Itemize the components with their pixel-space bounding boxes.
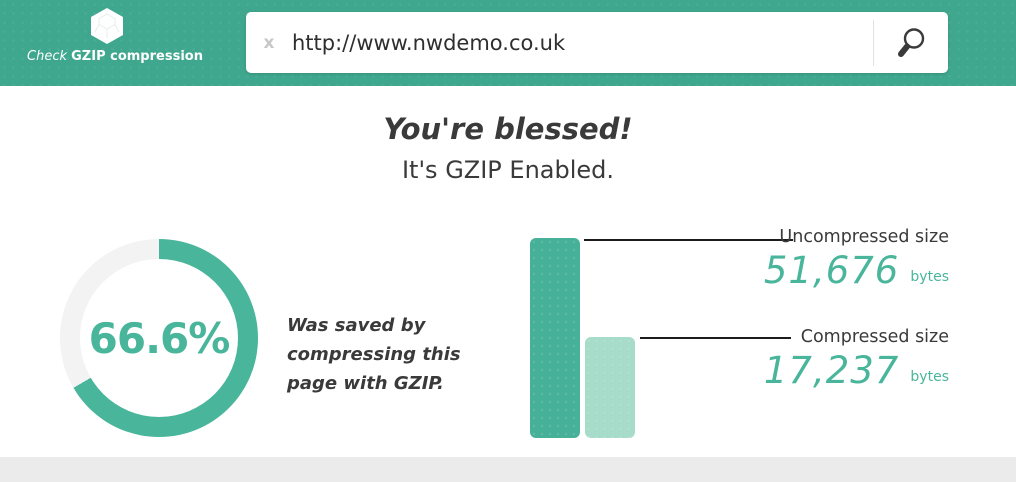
brand-logo-link[interactable]: Check GZIP compression <box>27 8 203 64</box>
savings-description: Was saved by compressing this page with … <box>287 315 461 394</box>
url-search-box: x <box>246 12 948 73</box>
savings-donut-chart: 66.6% <box>60 239 258 437</box>
brand-tagline: Check GZIP compression <box>27 49 203 64</box>
uncompressed-stat-label: Uncompressed size <box>779 227 949 247</box>
search-divider <box>873 19 874 66</box>
compressed-stat-label: Compressed size <box>800 327 949 347</box>
clear-input-icon[interactable]: x <box>263 32 275 53</box>
savings-percent: 66.6% <box>88 313 231 363</box>
uncompressed-stat: Uncompressed size 51,676 bytes <box>764 226 949 292</box>
footer-strip <box>0 457 1016 482</box>
search-icon <box>898 27 925 57</box>
compressed-stat: Compressed size 17,237 bytes <box>764 326 949 392</box>
compressed-stat-value: 17,237 <box>763 349 900 392</box>
search-button[interactable] <box>874 12 948 73</box>
brand-tagline-name: GZIP compression <box>71 49 203 64</box>
header-bar: Check GZIP compression x <box>0 0 1016 86</box>
result-title: You're blessed! <box>383 112 633 146</box>
url-input[interactable] <box>292 12 873 73</box>
result-subtitle: It's GZIP Enabled. <box>401 156 615 184</box>
uncompressed-stat-unit: bytes <box>910 269 949 285</box>
compressed-stat-unit: bytes <box>910 369 949 385</box>
compressed-size-bar <box>585 337 635 438</box>
hexagon-logo-icon <box>91 8 123 44</box>
uncompressed-size-bar <box>530 238 580 438</box>
brand-tagline-prefix: Check <box>27 49 67 64</box>
compressed-connector-line <box>640 337 791 339</box>
compressed-stat-valuerow: 17,237 bytes <box>764 349 949 392</box>
uncompressed-stat-value: 51,676 <box>763 249 900 292</box>
uncompressed-connector-line <box>584 239 793 241</box>
uncompressed-stat-valuerow: 51,676 bytes <box>764 249 949 292</box>
